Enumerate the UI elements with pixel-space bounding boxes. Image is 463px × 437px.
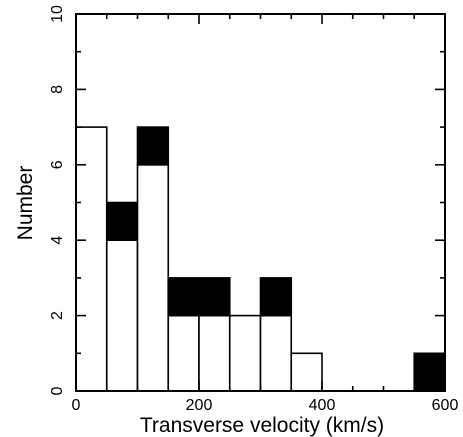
y-tick-label: 4 <box>49 236 66 245</box>
tick-labels: 0 200 400 600 0 2 4 6 8 10 <box>49 5 458 414</box>
y-tick-label: 10 <box>49 5 66 23</box>
bars-layer <box>75 126 446 392</box>
x-tick-label: 400 <box>309 397 336 414</box>
y-tick-label: 8 <box>49 85 66 94</box>
x-tick-label: 200 <box>186 397 213 414</box>
x-tick-label: 0 <box>72 397 81 414</box>
bar-open <box>290 352 323 392</box>
bar-filled <box>136 126 170 166</box>
y-tick-label: 2 <box>49 311 66 320</box>
bar-filled <box>167 277 200 317</box>
bar-open <box>259 314 293 392</box>
x-axis-title: Transverse velocity (km/s) <box>140 414 384 437</box>
ticks-layer <box>75 13 446 392</box>
bar-filled <box>413 352 446 392</box>
y-axis-title: Number <box>14 166 37 241</box>
bar-filled <box>259 277 293 317</box>
bar-open <box>136 164 170 392</box>
y-tick-label: 6 <box>49 160 66 169</box>
bar-open <box>75 126 108 392</box>
bar-filled <box>105 201 139 242</box>
x-tick-label: 600 <box>432 397 459 414</box>
bar-open <box>228 314 262 392</box>
bar-open <box>198 314 231 392</box>
bar-filled <box>198 277 231 317</box>
bar-open <box>105 239 139 392</box>
y-tick-label: 0 <box>49 386 66 395</box>
bar-open <box>167 314 200 392</box>
